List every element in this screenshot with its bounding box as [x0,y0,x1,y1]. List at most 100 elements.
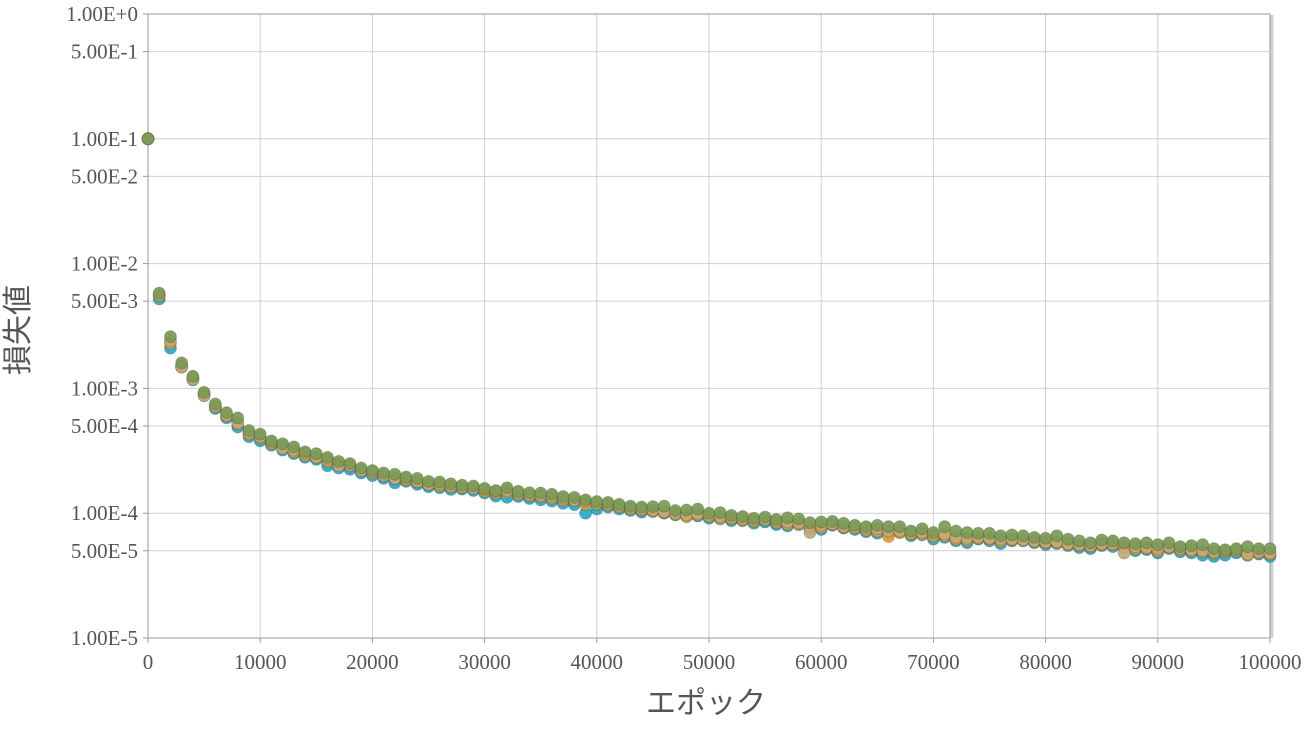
data-point [1106,534,1120,548]
data-point [522,486,536,500]
data-point [1241,540,1255,554]
data-point [489,484,503,498]
data-point [1005,528,1019,542]
data-point [983,526,996,540]
data-point [253,427,267,441]
data-point [298,445,312,459]
y-tick-label: 1.00E-2 [71,252,138,276]
y-tick-label: 1.00E+0 [66,2,138,26]
data-point [466,479,480,493]
data-point [410,471,424,485]
series-4 [141,132,1277,557]
data-point [792,512,806,526]
x-axis-title: エポック [646,687,766,720]
data-point [152,286,166,300]
data-points [141,132,1277,563]
x-tick-label: 100000 [1239,650,1302,674]
data-point [1128,537,1142,551]
data-point [646,500,660,514]
data-point [949,524,963,538]
data-point [1151,538,1165,552]
data-point [332,454,346,468]
y-tick-label: 1.00E-4 [71,501,139,525]
data-point [309,447,323,461]
data-point [1184,539,1198,553]
data-point [1050,529,1064,543]
x-tick-label: 10000 [234,650,287,674]
data-point [1196,538,1210,552]
data-point [601,495,615,509]
y-tick-label: 1.00E-5 [71,626,138,650]
y-tick-label: 5.00E-1 [71,40,138,64]
data-point [814,515,828,529]
data-point [882,520,896,534]
data-point [220,406,234,420]
data-point [208,397,222,411]
data-point [1117,536,1131,550]
data-point [781,511,795,525]
data-point [343,457,357,471]
data-point [691,502,705,516]
x-axis-ticks: 0 10000 20000 30000 40000 50000 60000 70000 8000… [143,638,1302,674]
y-tick-label: 5.00E-2 [71,164,138,188]
data-point [1061,532,1075,546]
data-point [141,132,155,146]
data-point [545,487,559,501]
y-tick-label: 5.00E-5 [71,539,138,563]
data-point [354,461,368,475]
data-point [960,526,974,540]
x-tick-label: 50000 [683,650,736,674]
data-point [623,499,637,513]
data-point [747,511,761,525]
y-tick-label: 5.00E-3 [71,289,138,313]
data-point [365,463,379,477]
data-point [377,466,391,480]
data-point [1083,536,1097,550]
data-point [1252,542,1266,556]
data-point [859,520,873,534]
x-tick-label: 20000 [346,650,399,674]
data-point [500,481,514,495]
data-point [904,524,918,538]
data-point [1016,529,1030,543]
x-tick-label: 40000 [571,650,624,674]
data-point [197,385,211,399]
x-tick-label: 30000 [458,650,511,674]
data-point [455,478,469,492]
data-point [893,520,907,534]
data-point [388,467,402,481]
y-axis-ticks: 1.00E+0 5.00E-1 1.00E-1 5.00E-2 1.00E-2 5.00E… [66,2,148,650]
data-point [769,513,783,527]
data-point [1218,543,1232,557]
data-point [264,434,278,448]
data-point [186,369,200,383]
data-point [1229,542,1243,556]
data-point [163,330,177,344]
data-point [837,516,851,530]
y-axis-title: 損失値 [2,285,35,375]
data-point [825,514,839,528]
data-point [848,518,862,532]
data-point [321,450,335,464]
data-point [680,503,694,517]
data-point [713,506,727,520]
data-point [231,411,245,425]
data-point [433,475,447,489]
data-point [1162,536,1176,550]
data-point [971,526,985,540]
x-tick-label: 0 [143,650,154,674]
data-point [567,490,581,504]
data-point [724,508,738,522]
data-point [534,486,548,500]
data-point [276,437,290,451]
y-tick-label: 5.00E-4 [71,414,139,438]
data-point [994,529,1008,543]
data-point [556,490,570,504]
x-tick-label: 80000 [1019,650,1072,674]
data-point [657,499,671,513]
data-point [938,520,952,534]
y-tick-label: 1.00E-3 [71,376,138,400]
data-point [1072,534,1086,548]
data-point [1095,533,1109,547]
data-point [511,484,525,498]
